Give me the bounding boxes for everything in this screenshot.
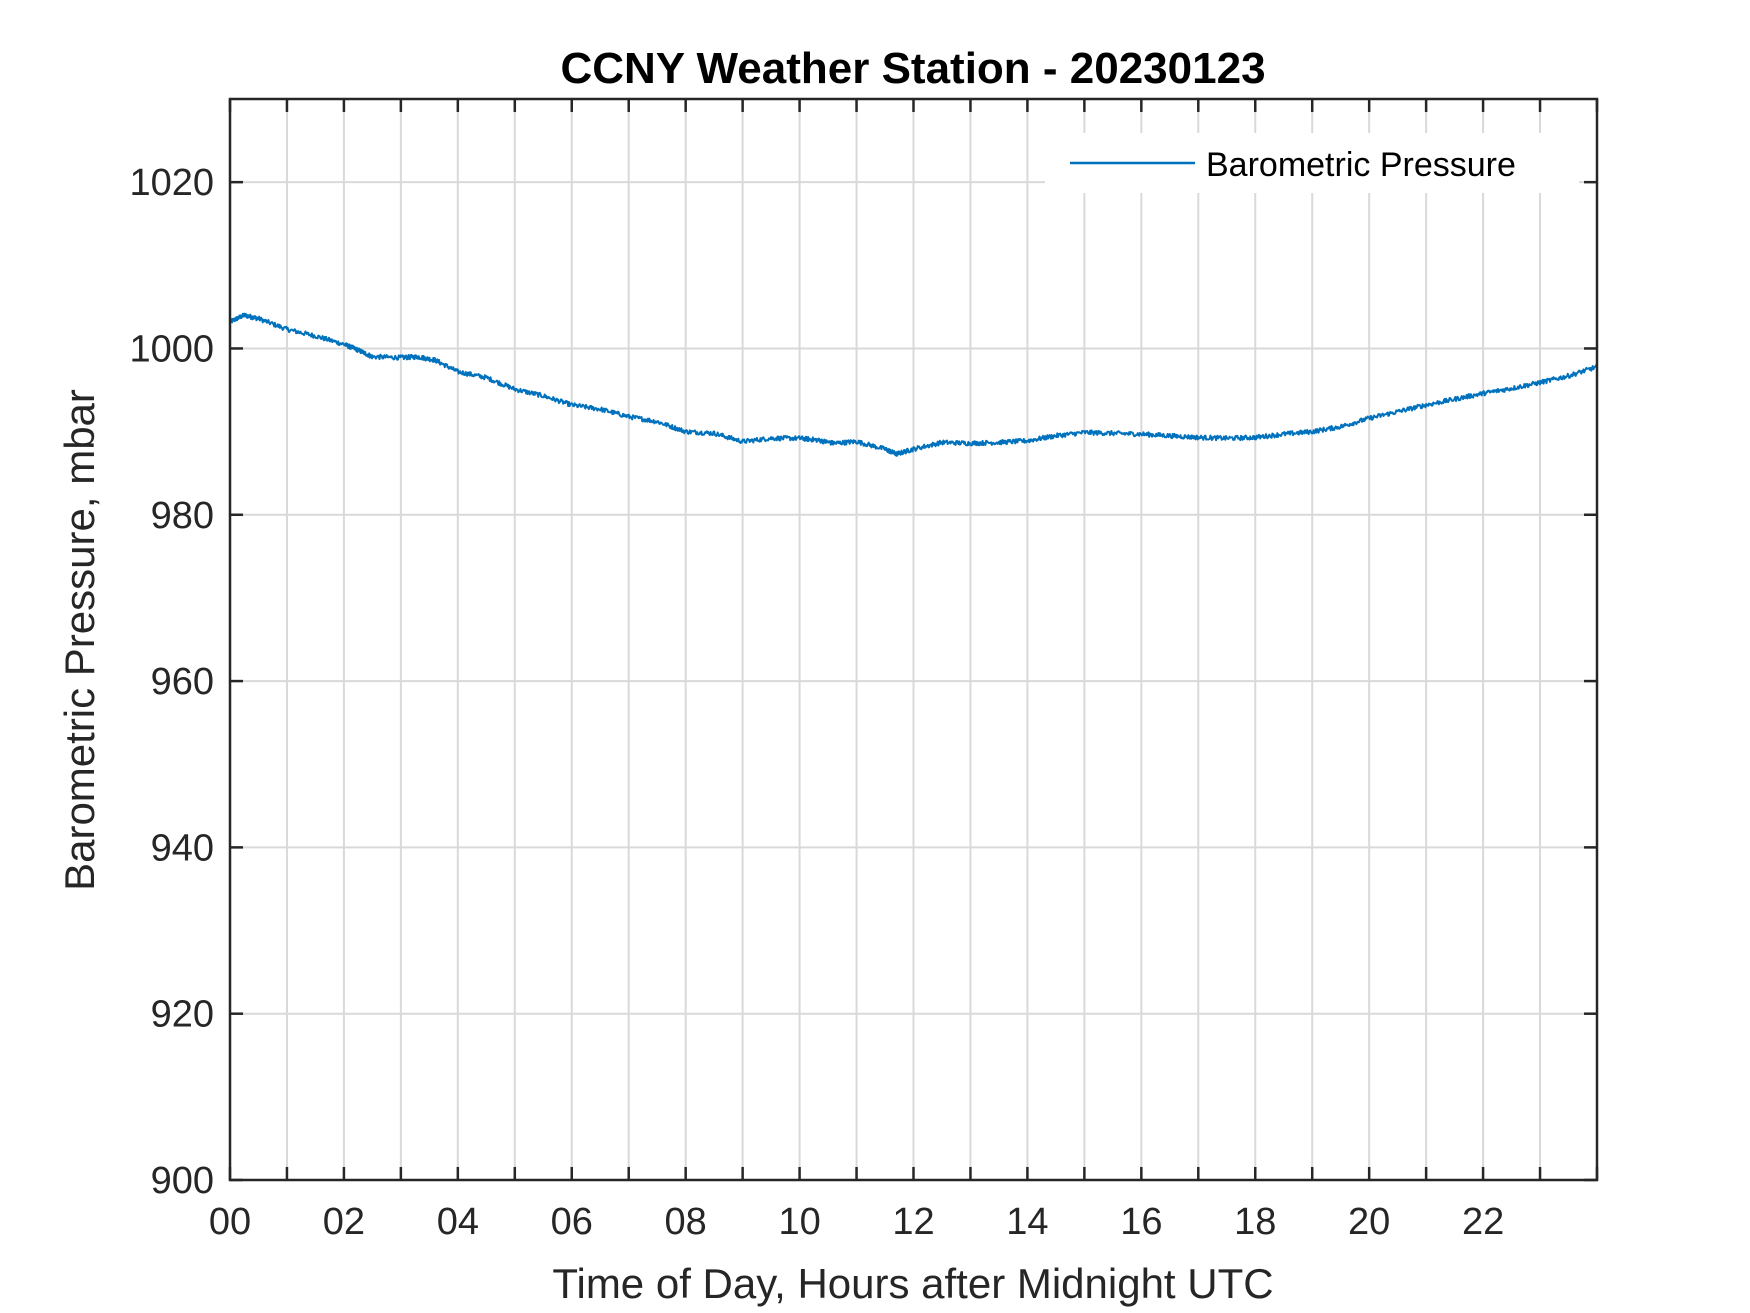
- y-axis-label: Barometric Pressure, mbar: [56, 389, 103, 891]
- x-tick-label: 08: [665, 1201, 707, 1243]
- x-tick-label: 06: [551, 1201, 593, 1243]
- x-tick-label: 18: [1234, 1201, 1276, 1243]
- x-tick-label: 14: [1006, 1201, 1048, 1243]
- x-tick-label: 10: [778, 1201, 820, 1243]
- y-tick-label: 980: [151, 495, 214, 537]
- y-tick-label: 960: [151, 661, 214, 703]
- x-tick-label: 16: [1120, 1201, 1162, 1243]
- chart-title: CCNY Weather Station - 20230123: [560, 44, 1265, 93]
- axis-ticks: 00 02 04 06 08 10 12 14 16 18 20 22 900 920 940 960 980 1…: [129, 99, 1599, 1243]
- y-tick-label: 1020: [129, 162, 214, 204]
- x-tick-label: 22: [1462, 1201, 1504, 1243]
- y-tick-label: 940: [151, 827, 214, 869]
- plot-area: [229, 312, 1598, 457]
- y-tick-label: 900: [151, 1160, 214, 1202]
- x-tick-label: 12: [892, 1201, 934, 1243]
- legend: Barometric Pressure: [1045, 133, 1579, 193]
- x-tick-label: 00: [209, 1201, 251, 1243]
- x-tick-label: 04: [437, 1201, 479, 1243]
- x-axis-label: Time of Day, Hours after Midnight UTC: [552, 1260, 1273, 1307]
- y-tick-label: 1000: [129, 328, 214, 370]
- series-line-barometric-pressure: [229, 312, 1598, 457]
- x-tick-label: 20: [1348, 1201, 1390, 1243]
- y-tick-label: 920: [151, 994, 214, 1036]
- x-tick-label: 02: [323, 1201, 365, 1243]
- legend-label-barometric-pressure: Barometric Pressure: [1206, 146, 1516, 184]
